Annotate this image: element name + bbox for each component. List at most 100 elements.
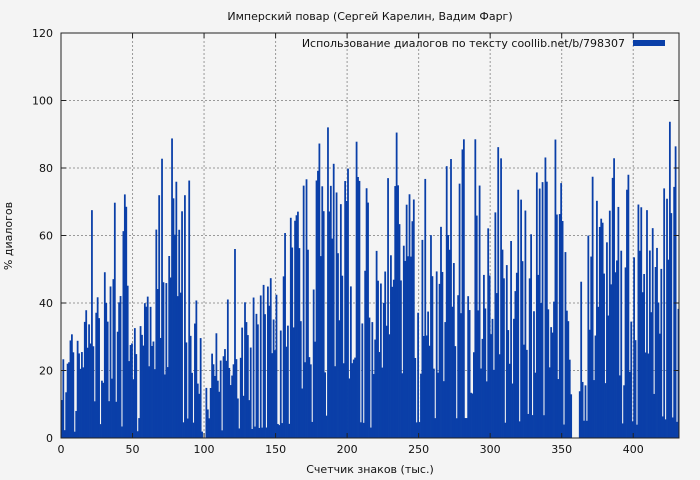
bar bbox=[101, 380, 103, 438]
bar bbox=[402, 245, 405, 438]
bar bbox=[212, 364, 215, 438]
bar bbox=[136, 431, 139, 438]
bar bbox=[128, 361, 131, 438]
bar bbox=[188, 180, 191, 438]
bar bbox=[458, 183, 461, 438]
bar bbox=[581, 381, 584, 438]
bar bbox=[591, 176, 594, 438]
bar bbox=[118, 302, 121, 438]
bar bbox=[279, 330, 282, 438]
bar bbox=[359, 422, 362, 438]
bar bbox=[407, 256, 409, 438]
bar bbox=[374, 339, 377, 438]
bar bbox=[171, 138, 173, 439]
bar bbox=[219, 360, 222, 438]
bar bbox=[554, 139, 557, 438]
bar bbox=[314, 341, 316, 438]
bar bbox=[580, 281, 583, 438]
bar bbox=[199, 338, 202, 438]
x-axis-label: Счетчик знаков (тыс.) bbox=[306, 463, 434, 476]
bar bbox=[608, 210, 611, 438]
bar bbox=[165, 283, 168, 438]
bar bbox=[474, 139, 477, 438]
bar bbox=[667, 259, 670, 438]
bar bbox=[196, 383, 199, 438]
bar bbox=[470, 392, 472, 438]
bar bbox=[547, 309, 550, 438]
bar bbox=[583, 420, 585, 438]
x-tick-label: 300 bbox=[480, 443, 501, 456]
y-tick-label: 120 bbox=[32, 27, 53, 40]
legend: Использование диалогов по тексту coollib… bbox=[302, 37, 665, 50]
bar bbox=[387, 178, 389, 438]
bar bbox=[586, 420, 588, 438]
bar bbox=[600, 218, 603, 438]
bar bbox=[141, 334, 143, 438]
bar bbox=[518, 421, 521, 438]
bar bbox=[351, 363, 354, 438]
bar bbox=[221, 430, 224, 438]
bar bbox=[241, 327, 244, 438]
bar bbox=[385, 325, 388, 438]
bar bbox=[242, 395, 245, 438]
bar bbox=[523, 344, 525, 438]
bar bbox=[324, 372, 327, 438]
bar bbox=[643, 274, 646, 438]
bar bbox=[563, 424, 565, 438]
bar bbox=[497, 147, 500, 439]
bar bbox=[162, 282, 165, 438]
bar bbox=[164, 374, 166, 438]
bar bbox=[325, 415, 328, 438]
bar bbox=[329, 185, 332, 438]
bar bbox=[109, 286, 112, 438]
bar bbox=[244, 302, 246, 438]
bar bbox=[122, 231, 125, 438]
bar bbox=[281, 423, 284, 438]
bar bbox=[282, 276, 285, 438]
bar bbox=[394, 186, 397, 438]
bar bbox=[362, 422, 365, 438]
bar bbox=[62, 359, 65, 438]
bar bbox=[677, 308, 680, 438]
bar bbox=[674, 146, 677, 438]
legend-swatch bbox=[633, 40, 665, 46]
x-tick-label: 0 bbox=[58, 443, 65, 456]
bar bbox=[400, 280, 402, 438]
bar bbox=[338, 320, 341, 438]
bar bbox=[121, 426, 123, 438]
bar bbox=[381, 367, 384, 438]
bar bbox=[239, 357, 242, 438]
bar bbox=[335, 192, 338, 438]
bar bbox=[613, 158, 615, 438]
bar bbox=[308, 357, 311, 438]
bar bbox=[304, 362, 306, 438]
bar bbox=[444, 322, 447, 438]
bar bbox=[345, 201, 348, 438]
bar bbox=[487, 228, 490, 438]
bar bbox=[151, 345, 153, 438]
bar bbox=[404, 260, 407, 438]
bar bbox=[633, 257, 636, 438]
bar bbox=[192, 422, 195, 438]
bar bbox=[174, 234, 176, 438]
y-tick-label: 80 bbox=[39, 162, 53, 175]
bar bbox=[181, 211, 183, 438]
bar bbox=[268, 305, 271, 438]
bar bbox=[657, 302, 660, 438]
bar bbox=[431, 276, 434, 438]
bar bbox=[328, 211, 331, 438]
bar bbox=[408, 194, 411, 438]
bar bbox=[99, 424, 102, 438]
bar bbox=[68, 362, 70, 438]
bar bbox=[297, 211, 299, 438]
bar bbox=[671, 417, 674, 438]
bar bbox=[206, 409, 209, 438]
bar bbox=[352, 359, 355, 438]
bar bbox=[255, 313, 258, 438]
bar bbox=[634, 340, 637, 438]
bar bbox=[168, 255, 171, 438]
bar bbox=[427, 311, 430, 438]
bar bbox=[440, 226, 442, 438]
bar bbox=[234, 249, 236, 438]
bar bbox=[81, 352, 83, 438]
